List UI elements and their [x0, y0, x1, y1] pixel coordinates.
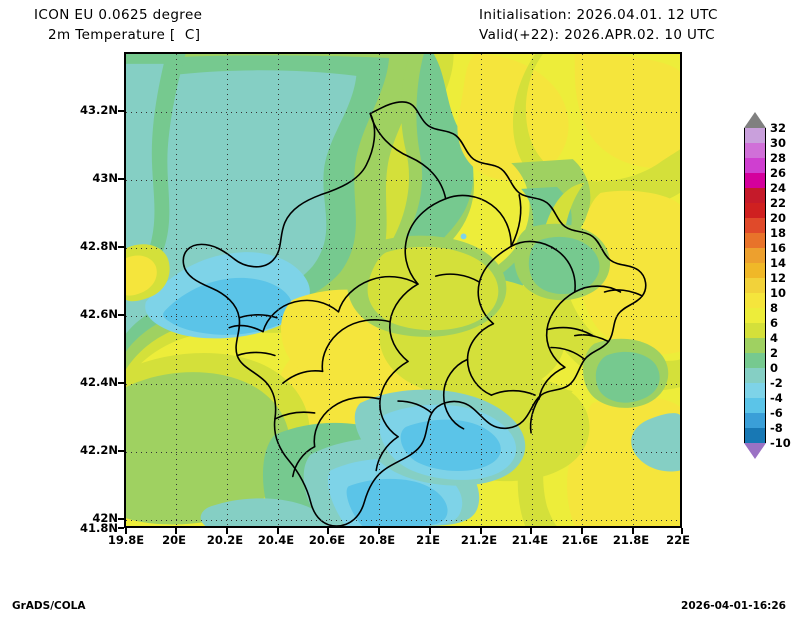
colorbar-tick-label: 26 [770, 166, 787, 180]
x-axis-tick-label: 20.4E [257, 533, 295, 547]
x-axis-tick-label: 20.8E [358, 533, 396, 547]
y-axis-tick-label: 42.8N [80, 239, 118, 253]
x-axis-tickmark [480, 528, 482, 534]
y-axis-tick-label: 42.4N [80, 375, 118, 389]
y-axis-tick-label: 42N [92, 511, 118, 525]
colorbar-swatch [744, 368, 766, 383]
x-axis-tick-label: 20E [162, 533, 186, 547]
x-axis-tickmark [277, 528, 279, 534]
x-axis-tick-label: 20.6E [308, 533, 346, 547]
colorbar-tick-label: 4 [770, 331, 779, 345]
y-axis-tickmark [118, 314, 124, 316]
colorbar-swatch [744, 128, 766, 143]
colorbar-swatch [744, 428, 766, 443]
colorbar-swatch [744, 398, 766, 413]
colorbar-high-arrow [744, 112, 766, 128]
colorbar-tick-label: 18 [770, 226, 787, 240]
colorbar-tick-label: -10 [770, 436, 791, 450]
x-axis-tickmark [175, 528, 177, 534]
colorbar-tick-label: 14 [770, 256, 787, 270]
x-axis-tickmark [327, 528, 329, 534]
colorbar-low-arrow [744, 443, 766, 459]
colorbar-swatch [744, 383, 766, 398]
y-axis-tickmark [118, 110, 124, 112]
colorbar-tick-label: 30 [770, 136, 787, 150]
field-title: 2m Temperature [ C] [48, 27, 201, 43]
colorbar-swatch [744, 233, 766, 248]
colorbar-swatch [744, 203, 766, 218]
colorbar-tick-label: -4 [770, 391, 783, 405]
x-axis-tickmark [429, 528, 431, 534]
colorbar-tick-label: -2 [770, 376, 783, 390]
model-title: ICON EU 0.0625 degree [34, 7, 203, 23]
initialisation-label: Initialisation: 2026.04.01. 12 UTC [479, 7, 718, 23]
colorbar-tick-label: 16 [770, 241, 787, 255]
x-axis-tick-label: 19.8E [107, 533, 145, 547]
colorbar-tick-label: -8 [770, 421, 783, 435]
colorbar-tick-label: 24 [770, 181, 787, 195]
colorbar-tick-label: 22 [770, 196, 787, 210]
colorbar-swatch [744, 323, 766, 338]
colorbar-swatch [744, 218, 766, 233]
x-axis-tick-label: 20.2E [206, 533, 244, 547]
y-axis-tick-label: 42.6N [80, 307, 118, 321]
x-axis-tickmark [681, 528, 683, 534]
x-axis-tick-label: 21E [416, 533, 440, 547]
valid-time-label: Valid(+22): 2026.APR.02. 10 UTC [479, 27, 716, 43]
colorbar-swatch [744, 278, 766, 293]
colorbar-swatch [744, 353, 766, 368]
y-axis-tick-label: 41.8N [80, 521, 118, 535]
colorbar-tick-label: 0 [770, 361, 779, 375]
colorbar-tick-label: 8 [770, 301, 779, 315]
colorbar-tick-label: 2 [770, 346, 779, 360]
colorbar-tick-label: 32 [770, 121, 787, 135]
colorbar-swatch [744, 338, 766, 353]
colorbar-tick-label: -6 [770, 406, 783, 420]
y-axis-tickmark [118, 450, 124, 452]
y-axis-tick-label: 43.2N [80, 103, 118, 117]
y-axis-tickmark [118, 527, 124, 529]
colorbar-swatch [744, 293, 766, 308]
x-axis-tickmark [125, 528, 127, 534]
colorbar-tick-label: 20 [770, 211, 787, 225]
y-axis-tick-label: 43N [92, 171, 118, 185]
colorbar-swatch [744, 248, 766, 263]
x-axis-tickmark [581, 528, 583, 534]
x-axis-tick-label: 21.4E [511, 533, 549, 547]
footer-timestamp: 2026-04-01-16:26 [681, 600, 786, 612]
y-axis-tickmark [118, 518, 124, 520]
y-axis-tickmark [118, 382, 124, 384]
colorbar-swatch [744, 188, 766, 203]
colorbar-tick-label: 6 [770, 316, 779, 330]
colorbar-swatch [744, 143, 766, 158]
x-axis-tickmark [632, 528, 634, 534]
x-axis-tick-label: 21.2E [460, 533, 498, 547]
colorbar-swatch [744, 173, 766, 188]
x-axis-tick-label: 21.8E [612, 533, 650, 547]
colorbar-swatch [744, 413, 766, 428]
x-axis-tickmark [378, 528, 380, 534]
colorbar-tick-label: 28 [770, 151, 787, 165]
x-axis-tickmark [226, 528, 228, 534]
colorbar-swatch [744, 263, 766, 278]
x-axis-tick-label: 21.6E [561, 533, 599, 547]
colorbar-tick-label: 12 [770, 271, 787, 285]
colorbar-swatch [744, 158, 766, 173]
y-axis-tickmark [118, 246, 124, 248]
y-axis-tick-label: 42.2N [80, 443, 118, 457]
colorbar-tick-label: 10 [770, 286, 787, 300]
footer-attribution: GrADS/COLA [12, 600, 86, 612]
map-plot-area [124, 52, 682, 528]
colorbar-swatch [744, 308, 766, 323]
x-axis-tickmark [530, 528, 532, 534]
y-axis-tickmark [118, 178, 124, 180]
x-axis-tick-label: 22E [666, 533, 690, 547]
colorbar [744, 112, 766, 459]
temperature-contour-field [126, 54, 680, 526]
